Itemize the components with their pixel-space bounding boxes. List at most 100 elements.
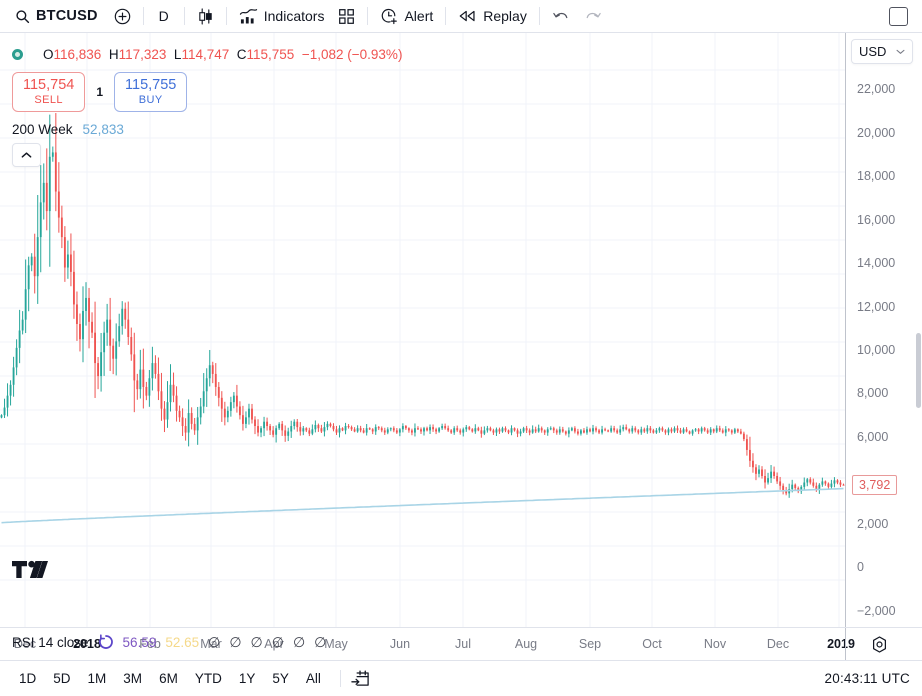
symbol-label: BTCUSD	[36, 8, 98, 24]
sell-price: 115,754	[23, 77, 75, 93]
time-tick-label: Apr	[264, 637, 284, 651]
horizontal-gridlines	[0, 69, 845, 581]
replay-label: Replay	[483, 8, 527, 24]
close-value: 115,755	[246, 46, 295, 62]
goto-date-button[interactable]	[350, 669, 371, 688]
moving-average-line	[1, 487, 844, 524]
buy-button[interactable]: 115,755 BUY	[114, 72, 188, 113]
interval-label: D	[158, 8, 169, 24]
range-button-all[interactable]: All	[305, 671, 321, 686]
price-tick-label: 2,000	[857, 516, 889, 531]
time-tick-label: Nov	[703, 637, 727, 651]
bottom-bar: 1D 5D 1M 3M 6M YTD 1Y 5Y All 20:43:11 UTC	[0, 660, 922, 696]
time-tick-label: Aug	[514, 637, 538, 651]
range-button-1m[interactable]: 1M	[87, 671, 107, 686]
no-data-icon: ∅	[292, 634, 306, 650]
ohlc-values: O116,836 H117,323 L114,747 C115,755 −1,0…	[43, 47, 402, 62]
tradingview-logo	[12, 558, 48, 587]
chart-legend: O116,836 H117,323 L114,747 C115,755 −1,0…	[12, 45, 402, 168]
price-tick-label: 18,000	[857, 169, 896, 184]
last-price-tag: 3,792	[852, 474, 898, 495]
time-tick-label: Dec	[766, 637, 790, 651]
series-status-dot	[12, 48, 23, 60]
ohlc-row: O116,836 H117,323 L114,747 C115,755 −1,0…	[12, 45, 402, 63]
undo-arrow-icon	[552, 9, 570, 24]
toolbar-divider	[538, 7, 540, 25]
indicators-chart-icon	[239, 8, 258, 25]
price-pane[interactable]: O116,836 H117,323 L114,747 C115,755 −1,0…	[0, 33, 845, 628]
chart-settings-button[interactable]	[870, 635, 889, 659]
price-tick-label: 6,000	[857, 429, 889, 444]
price-chart-svg	[0, 33, 845, 628]
toolbar-divider	[142, 7, 144, 25]
change-absolute: −1,082	[301, 46, 344, 62]
toolbar-divider	[225, 7, 227, 25]
no-data-icon: ∅	[314, 634, 327, 650]
price-tick-label: 16,000	[857, 212, 896, 227]
toolbar-divider	[367, 7, 369, 25]
bottom-divider	[339, 670, 341, 687]
indicator-name: 200 Week	[12, 122, 73, 138]
alert-label: Alert	[404, 8, 434, 24]
time-tick-label: Jun	[389, 637, 411, 651]
scrollbar-thumb[interactable]	[916, 333, 921, 408]
undo-button[interactable]	[545, 3, 577, 29]
range-button-3m[interactable]: 3M	[123, 671, 143, 686]
chart-style-button[interactable]	[190, 3, 221, 29]
price-tick-label: 14,000	[857, 256, 896, 271]
range-button-5d[interactable]: 5D	[53, 671, 71, 686]
price-tick-label: 22,000	[857, 82, 896, 97]
chevron-up-icon	[21, 151, 32, 159]
replay-button[interactable]: Replay	[451, 3, 534, 29]
search-icon	[15, 9, 30, 24]
open-label: O	[43, 46, 54, 62]
indicators-label: Indicators	[263, 8, 325, 24]
chart-area[interactable]: O116,836 H117,323 L114,747 C115,755 −1,0…	[0, 33, 922, 660]
no-data-icon: ∅	[250, 634, 263, 650]
price-tick-label: 0	[857, 560, 864, 575]
range-button-ytd[interactable]: YTD	[194, 671, 222, 686]
price-tick-label: 8,000	[857, 386, 889, 401]
loading-spinner-icon	[98, 634, 114, 650]
vertical-scrollbar[interactable]	[915, 33, 922, 660]
time-tick-label: Dec	[13, 637, 37, 651]
add-symbol-button[interactable]	[107, 3, 138, 29]
top-toolbar: BTCUSD D	[0, 0, 922, 33]
collapse-legend-button[interactable]	[12, 143, 41, 168]
layout-button[interactable]	[331, 3, 362, 29]
no-data-icon: ∅	[208, 634, 221, 650]
interval-button[interactable]: D	[149, 3, 179, 29]
range-button-1d[interactable]: 1D	[19, 671, 37, 686]
price-axis-border	[845, 33, 846, 628]
time-tick-label: Sep	[578, 637, 602, 651]
price-tick-label: 12,000	[857, 299, 896, 314]
time-axis[interactable]: Dec 2018 Feb Mar Apr May Jun Jul Aug Sep Oct Nov Dec…	[0, 627, 922, 661]
currency-label: USD	[859, 44, 887, 59]
close-label: C	[236, 46, 247, 62]
range-button-1y[interactable]: 1Y	[238, 671, 256, 686]
rsi-legend: RSI 14 close 56.59 52.65 ∅ ∅ ∅ ∅ ∅ ∅	[12, 634, 326, 650]
time-tick-label: Feb	[139, 637, 161, 651]
redo-button[interactable]	[577, 3, 609, 29]
price-axis[interactable]: 24,00022,00020,00018,00016,00014,00012,0…	[845, 33, 915, 660]
candlestick-series	[0, 113, 845, 498]
range-button-5y[interactable]: 5Y	[272, 671, 289, 686]
currency-selector[interactable]: USD	[851, 39, 914, 64]
range-button-6m[interactable]: 6M	[159, 671, 178, 686]
change-percent: (−0.93%)	[347, 46, 403, 62]
time-tick-label: May	[324, 637, 348, 651]
buy-label: BUY	[138, 93, 163, 106]
no-data-icon: ∅	[271, 634, 284, 650]
vertical-gridlines	[24, 33, 840, 628]
sell-button[interactable]: 115,754 SELL	[12, 72, 86, 113]
range-buttons-group: 1D 5D 1M 3M 6M YTD 1Y 5Y All	[12, 667, 331, 690]
rsi-name: RSI 14 close	[12, 634, 89, 650]
time-tick-label: Oct	[642, 637, 662, 651]
indicator-legend-row[interactable]: 200 Week 52,833	[12, 122, 402, 137]
fullscreen-button[interactable]	[889, 6, 908, 26]
symbol-search-button[interactable]: BTCUSD	[8, 3, 105, 29]
alert-button[interactable]: Alert	[373, 3, 440, 29]
high-label: H	[108, 46, 119, 62]
indicators-button[interactable]: Indicators	[232, 3, 332, 29]
